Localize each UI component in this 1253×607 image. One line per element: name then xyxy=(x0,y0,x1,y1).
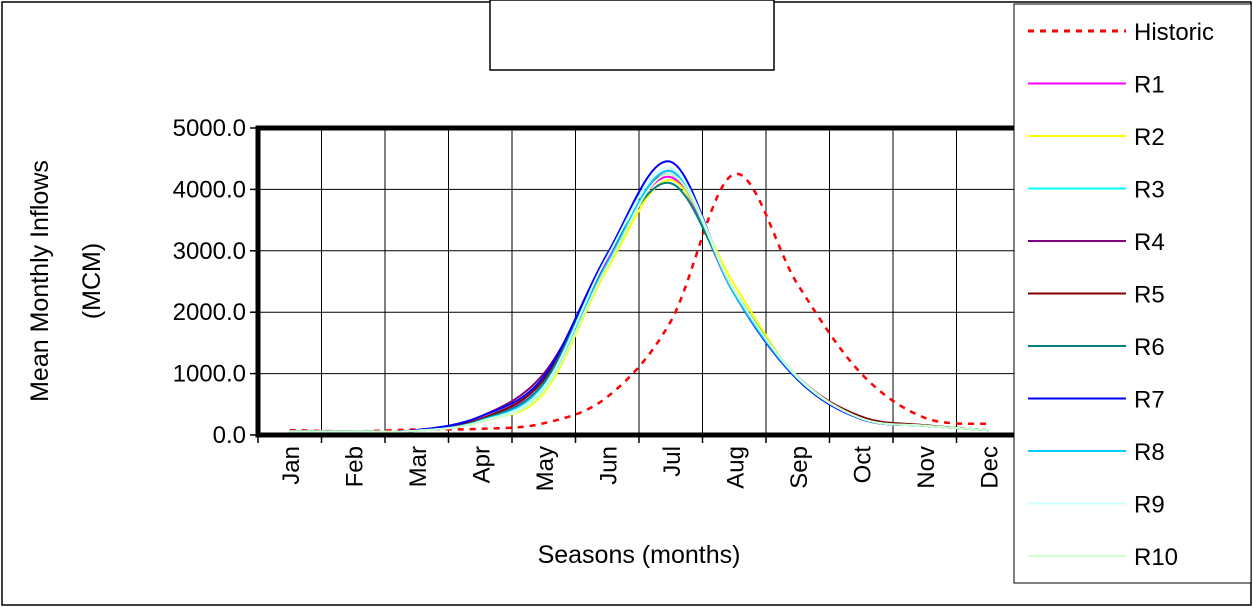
gridlines xyxy=(258,127,1020,436)
y-tick-label: 3000.0 xyxy=(173,238,246,265)
legend-label-historic: Historic xyxy=(1134,19,1214,46)
y-axis: 0.0 1000.0 2000.0 3000.0 4000.0 5000.0 xyxy=(173,115,258,449)
x-tick-label: May xyxy=(532,446,559,491)
y-tick-label: 2000.0 xyxy=(173,299,246,326)
legend-label-r8: R8 xyxy=(1134,439,1165,466)
legend-label-r9: R9 xyxy=(1134,492,1165,519)
series-layer xyxy=(289,160,989,433)
title-box xyxy=(489,0,775,71)
y-tick-label: 5000.0 xyxy=(173,115,246,142)
y-axis-title-line1: Mean Monthly Inflows xyxy=(26,160,54,402)
y-tick-label: 4000.0 xyxy=(173,176,246,203)
legend-label-r6: R6 xyxy=(1134,334,1165,361)
y-tick-label: 1000.0 xyxy=(173,361,246,388)
legend-label-r4: R4 xyxy=(1134,229,1165,256)
x-tick-label: Nov xyxy=(913,446,940,489)
legend: Historic R1 R2 R3 R4 R5 R6 R7 R8 R9 R10 xyxy=(1013,3,1252,584)
x-tick-label: Aug xyxy=(722,446,749,489)
legend-label-r1: R1 xyxy=(1134,72,1165,99)
series-line-r10 xyxy=(289,173,989,433)
x-tick-label: Jul xyxy=(659,446,686,477)
legend-label-r2: R2 xyxy=(1134,124,1165,151)
legend-label-r7: R7 xyxy=(1134,387,1165,414)
x-tick-label: Apr xyxy=(468,446,495,483)
x-tick-label: Feb xyxy=(341,446,368,487)
x-tick-label: Jan xyxy=(278,446,305,485)
legend-label-r3: R3 xyxy=(1134,177,1165,204)
x-axis: Jan Feb Mar Apr May Jun Jul Aug Sep Oct Nov Dec xyxy=(257,435,1021,491)
x-tick-label: Dec xyxy=(976,446,1003,489)
legend-label-r5: R5 xyxy=(1134,282,1165,309)
x-tick-label: Mar xyxy=(405,446,432,487)
x-axis-title: Seasons (months) xyxy=(538,541,741,569)
y-axis-title-line2: (MCM) xyxy=(78,243,106,319)
y-tick-label: 0.0 xyxy=(213,422,246,449)
x-tick-label: Oct xyxy=(849,446,876,484)
x-tick-label: Sep xyxy=(786,446,813,489)
legend-label-r10: R10 xyxy=(1134,544,1178,571)
x-tick-label: Jun xyxy=(595,446,622,485)
